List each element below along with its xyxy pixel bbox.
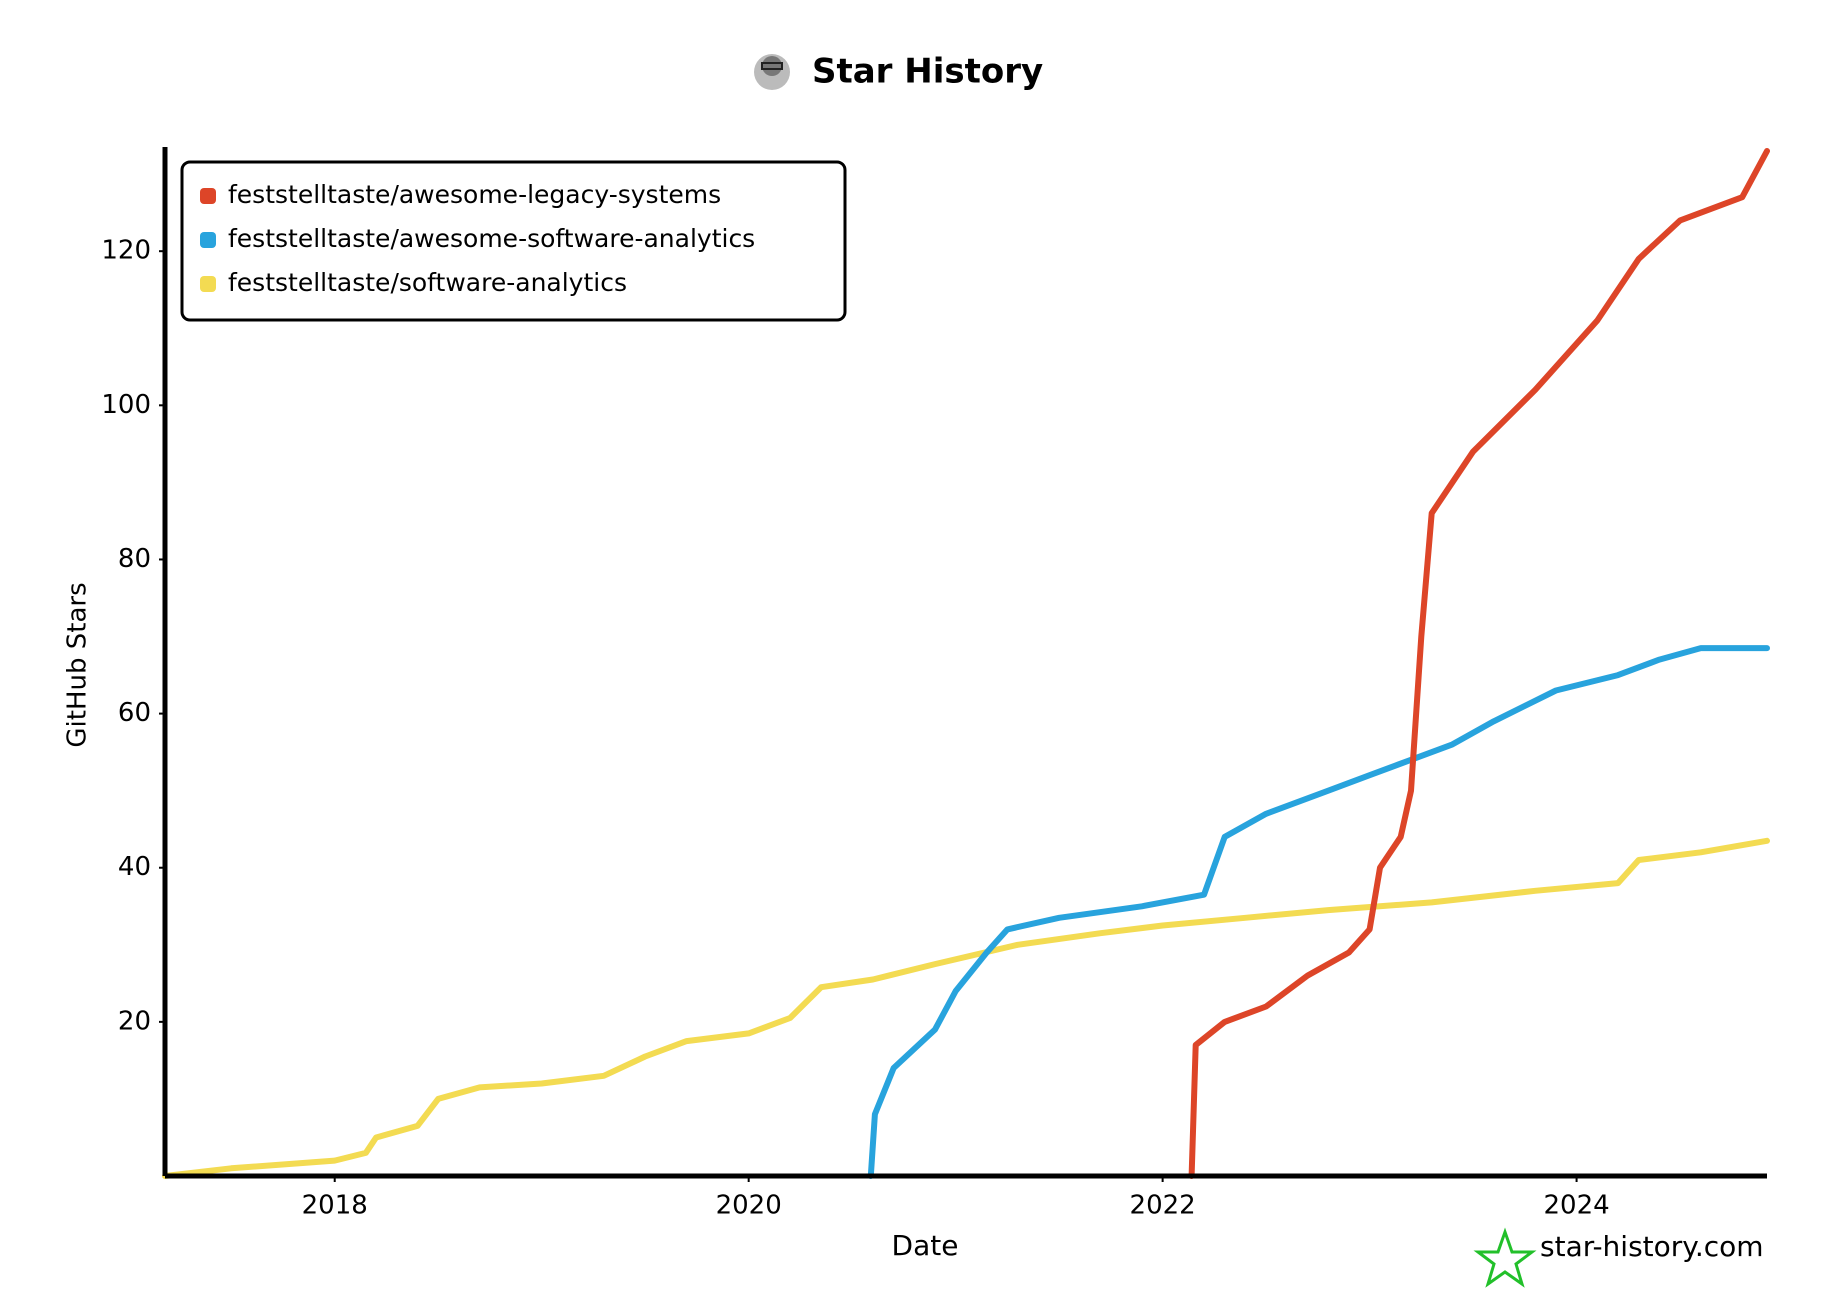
watermark: star-history.com (1473, 1227, 1764, 1288)
y-tick-label: 40 (118, 852, 151, 882)
legend: feststelltaste/awesome-legacy-systems fes… (180, 160, 847, 322)
series-line (867, 645, 1770, 1179)
x-tick-label: 2022 (1130, 1191, 1196, 1221)
y-tick-label: 120 (101, 236, 151, 266)
y-tick-label: 20 (118, 1006, 151, 1036)
legend-swatch (200, 232, 216, 248)
y-axis-label: GitHub Stars (63, 582, 93, 747)
legend-label: feststelltaste/awesome-legacy-systems (228, 180, 721, 209)
legend-swatch (200, 276, 216, 292)
x-tick-label: 2020 (716, 1191, 782, 1221)
legend-label: feststelltaste/awesome-software-analytic… (228, 224, 755, 253)
legend-box (180, 160, 847, 322)
watermark-text: star-history.com (1540, 1230, 1764, 1263)
series-line (1188, 148, 1770, 1179)
legend-swatch (200, 188, 216, 204)
legend-label: feststelltaste/software-analytics (228, 268, 627, 297)
y-tick-label: 80 (118, 544, 151, 574)
y-tick-label: 100 (101, 390, 151, 420)
y-tick-label: 60 (118, 698, 151, 728)
x-tick-label: 2018 (302, 1191, 368, 1221)
x-tick-label: 2024 (1543, 1191, 1609, 1221)
avatar (754, 54, 790, 90)
chart-title: Star History (812, 52, 1043, 92)
series-line (162, 837, 1770, 1179)
x-axis-label: Date (892, 1229, 959, 1262)
